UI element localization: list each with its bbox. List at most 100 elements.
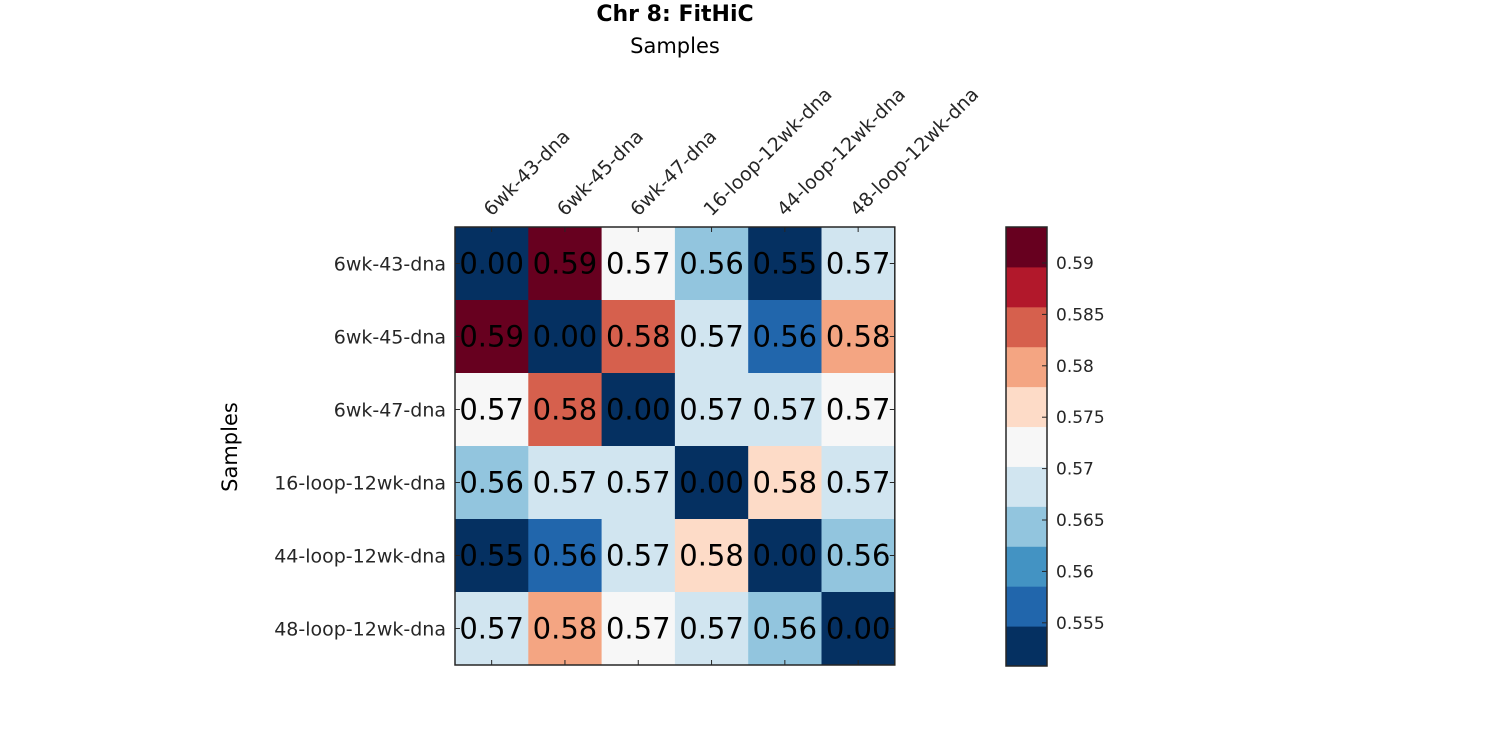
heatmap-cell [674, 592, 749, 666]
heatmap-cell [674, 519, 749, 593]
cell-value-label: 0.58 [606, 320, 671, 354]
cell-value-labels: 0.00 0.59 0.57 0.56 0.55 0.570.59 0.00 0.58 0.57… [459, 247, 890, 646]
colorbar-segment [1006, 466, 1047, 507]
heatmap-cell [674, 373, 749, 447]
cell-value-label: 0.55 [753, 247, 818, 281]
cell-value-label: 0.00 [606, 393, 671, 427]
colorbar-segment [1006, 227, 1047, 268]
y-axis-title: Samples [218, 402, 242, 492]
heatmap-cell [455, 519, 529, 593]
colorbar-segment [1006, 306, 1047, 348]
x-tick-label: 48-loop-12wk-dna [846, 83, 983, 220]
cell-value-label: 0.55 [459, 539, 524, 573]
heatmap-cell [748, 519, 822, 593]
cell-value-label: 0.59 [533, 247, 598, 281]
heatmap-cell [528, 300, 603, 374]
colorbar-segment [1006, 346, 1047, 388]
heatmap-cell [821, 519, 896, 593]
cell-value-label: 0.00 [826, 612, 891, 646]
heatmap-cell [455, 227, 529, 301]
colorbar-tick-label: 0.585 [1056, 305, 1105, 325]
y-tick-labels: 6wk-43-dna 6wk-45-dna 6wk-47-dna 16-loop-12… [274, 254, 446, 641]
cell-value-label: 0.57 [606, 612, 671, 646]
heatmap-cell [455, 300, 529, 374]
cell-value-label: 0.57 [826, 466, 891, 500]
cell-value-label: 0.57 [679, 320, 744, 354]
cell-value-label: 0.57 [679, 612, 744, 646]
heatmap-cell [821, 227, 896, 301]
heatmap-cell [528, 519, 603, 593]
y-tick-label: 6wk-45-dna [334, 327, 446, 349]
y-tick-label: 6wk-43-dna [334, 254, 446, 276]
cell-value-label: 0.57 [459, 393, 524, 427]
heatmap-cell [601, 300, 676, 374]
cell-value-label: 0.00 [679, 466, 744, 500]
cell-value-label: 0.58 [826, 320, 891, 354]
heatmap-cell [601, 519, 676, 593]
y-tick-label: 48-loop-12wk-dna [274, 619, 446, 641]
heatmap-cell [601, 227, 676, 301]
colorbar-tick-label: 0.59 [1056, 254, 1094, 274]
cell-value-label: 0.57 [753, 393, 818, 427]
colorbar-tick-label: 0.57 [1056, 460, 1094, 480]
colorbar-frame [1005, 226, 1048, 667]
heatmap-cell [748, 592, 822, 666]
colorbar-segment [1006, 386, 1047, 428]
cell-value-label: 0.57 [606, 247, 671, 281]
colorbar-segment [1006, 506, 1047, 547]
cell-value-label: 0.56 [533, 539, 598, 573]
heatmap-cell [528, 592, 603, 666]
y-tick-label: 16-loop-12wk-dna [274, 473, 446, 495]
cell-value-label: 0.58 [679, 539, 744, 573]
heatmap-cell [601, 592, 676, 666]
heatmap-cell [455, 373, 529, 447]
heatmap-cell [455, 592, 529, 666]
colorbar-segment [1006, 626, 1047, 667]
colorbar-tick-label: 0.555 [1056, 614, 1105, 634]
x-axis-title: Samples [630, 34, 720, 58]
cell-value-label: 0.57 [826, 393, 891, 427]
colorbar-segment [1006, 546, 1047, 587]
cell-value-label: 0.00 [533, 320, 598, 354]
cell-value-label: 0.00 [753, 539, 818, 573]
cell-value-label: 0.58 [533, 612, 598, 646]
x-tick-labels: 6wk-43-dna6wk-45-dna6wk-47-dna16-loop-12… [480, 83, 984, 220]
heatmap-cell [528, 373, 603, 447]
heatmap-cells [454, 226, 896, 666]
cell-value-label: 0.56 [753, 320, 818, 354]
cell-value-label: 0.57 [606, 466, 671, 500]
heatmap-cell [674, 446, 749, 520]
colorbar-segment [1006, 266, 1047, 308]
heatmap-cell [674, 300, 749, 374]
cell-value-label: 0.57 [606, 539, 671, 573]
cell-value-label: 0.56 [679, 247, 744, 281]
colorbar-tick-label: 0.58 [1056, 357, 1094, 377]
cell-value-label: 0.56 [753, 612, 818, 646]
heatmap-cell [528, 446, 603, 520]
cell-value-label: 0.57 [826, 247, 891, 281]
heatmap-cell [601, 446, 676, 520]
y-tick-label: 44-loop-12wk-dna [274, 546, 446, 568]
colorbar: 0.555 0.56 0.565 0.57 0.575 0.58 0.585 0.59 [1005, 226, 1105, 667]
chart-title: Chr 8: FitHiC [596, 2, 753, 27]
x-tick-label: 16-loop-12wk-dna [700, 83, 837, 220]
x-tick-label: 44-loop-12wk-dna [773, 83, 910, 220]
colorbar-segment [1006, 586, 1047, 627]
colorbar-tick-label: 0.56 [1056, 562, 1094, 582]
cell-value-label: 0.58 [753, 466, 818, 500]
heatmap-cell [821, 592, 896, 666]
heatmap-cell [821, 373, 896, 447]
y-tick-label: 6wk-47-dna [334, 400, 446, 422]
cell-value-label: 0.59 [459, 320, 524, 354]
heatmap-cell [528, 227, 603, 301]
cell-value-label: 0.00 [459, 247, 524, 281]
heatmap-cell [748, 300, 822, 374]
heatmap-cell [674, 227, 749, 301]
heatmap-cell [748, 373, 822, 447]
heatmap-cell [821, 446, 896, 520]
heatmap-cell [821, 300, 896, 374]
heatmap-cell [748, 446, 822, 520]
colorbar-tick-label: 0.575 [1056, 408, 1105, 428]
colorbar-segment [1006, 426, 1047, 467]
